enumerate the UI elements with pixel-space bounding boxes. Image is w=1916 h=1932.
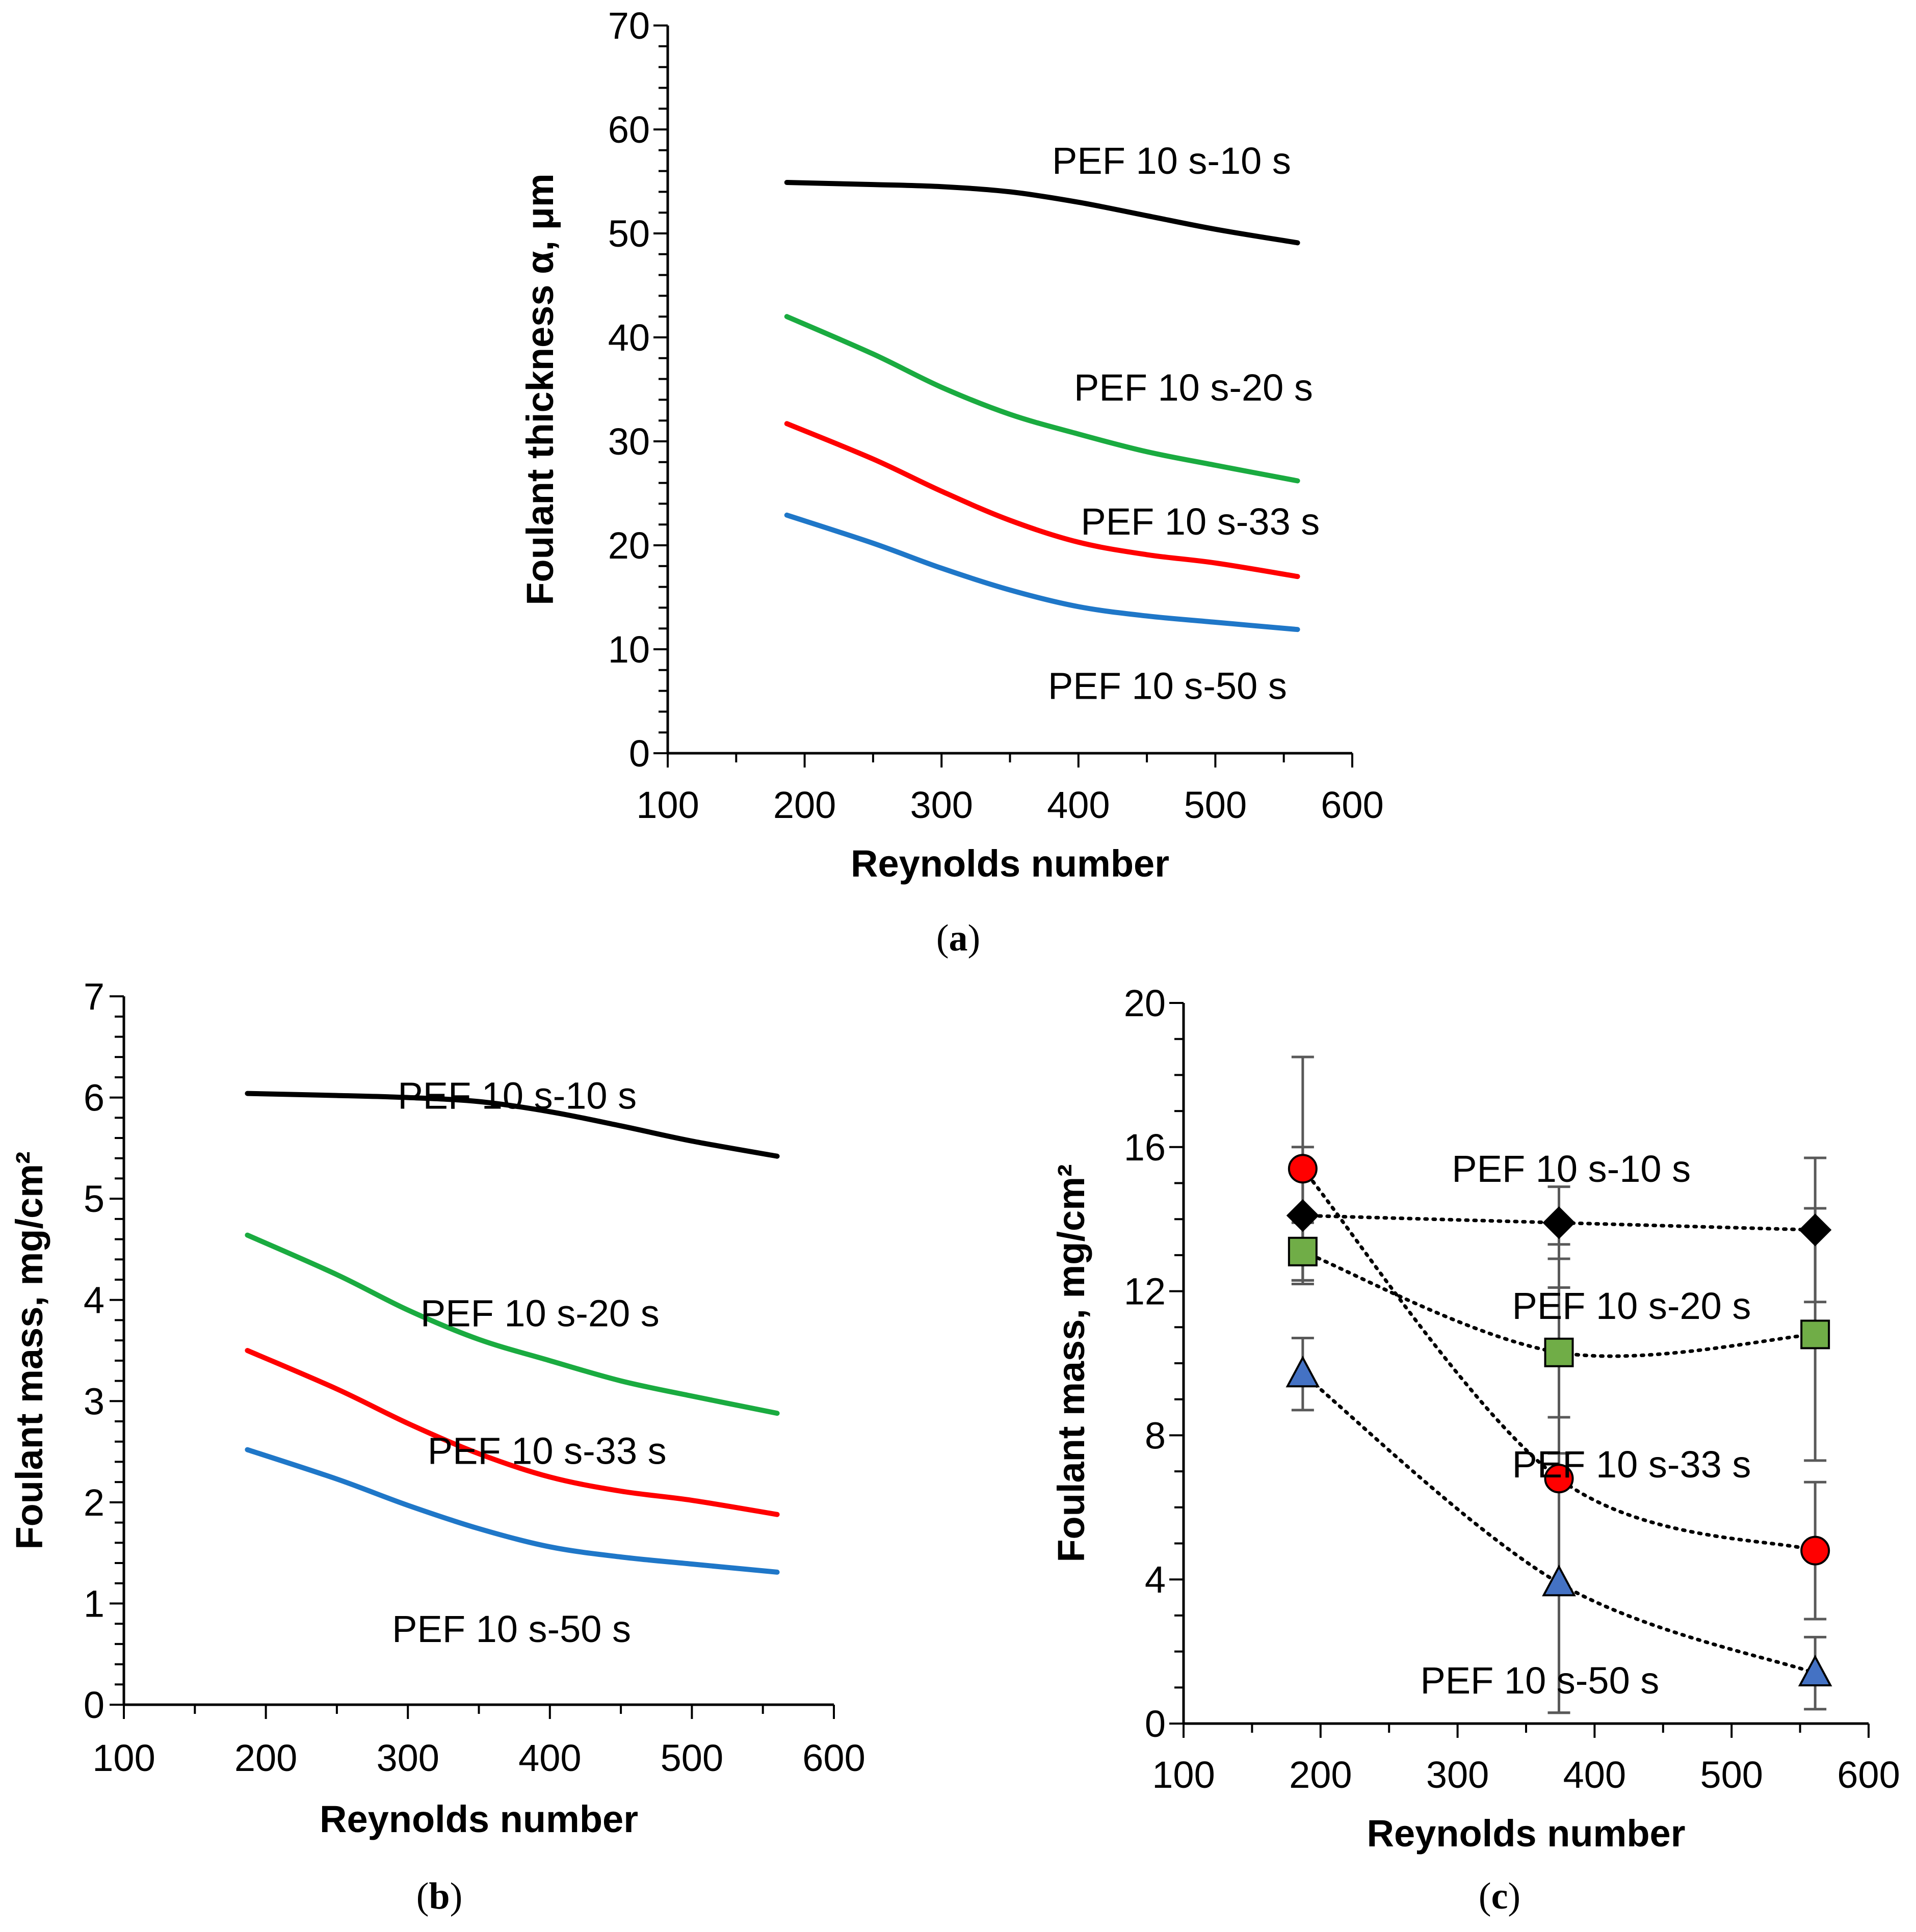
chart-panel-b: 100 200 300 400 500 600 0 1 2 3 4 5 6 7 Reynolds numbe… — [8, 975, 865, 1917]
series-label: PEF 10 s-10 s — [1052, 140, 1291, 182]
y-tick-label: 1 — [84, 1582, 104, 1625]
series-connector — [1301, 1167, 1817, 1553]
data-point-square — [1800, 1319, 1830, 1349]
y-axis-title: Foulant thickness α, μm — [519, 173, 561, 605]
series-label: PEF 10 s-33 s — [1512, 1443, 1751, 1486]
x-tick-label: 300 — [376, 1737, 439, 1779]
series-label: PEF 10 s-20 s — [1512, 1285, 1751, 1327]
y-tick-label: 70 — [608, 5, 650, 47]
series-line — [784, 421, 1300, 579]
y-tick-label: 30 — [608, 420, 650, 463]
data-point-diamond — [1799, 1213, 1832, 1247]
caption-close: ) — [968, 917, 981, 959]
y-tick-label: 60 — [608, 109, 650, 151]
x-axis-title: Reynolds number — [320, 1798, 638, 1840]
data-point-circle — [1800, 1536, 1830, 1566]
caption-letter: a — [949, 917, 968, 959]
y-tick-label: 0 — [84, 1684, 104, 1726]
caption-close: ) — [450, 1875, 463, 1917]
y-tick-label: 0 — [629, 732, 650, 775]
x-tick-label: 400 — [1047, 784, 1110, 826]
data-point-triangle — [1798, 1654, 1832, 1687]
series-label: PEF 10 s-10 s — [1452, 1148, 1691, 1190]
series-line — [245, 1447, 780, 1575]
series-connector — [1301, 1372, 1817, 1675]
series-label: PEF 10 s-33 s — [428, 1430, 667, 1472]
series-label: PEF 10 s-20 s — [421, 1292, 660, 1335]
series-line — [245, 1091, 780, 1159]
x-tick-label: 600 — [1321, 784, 1383, 826]
caption-letter: c — [1491, 1875, 1508, 1917]
x-tick-label: 200 — [773, 784, 836, 826]
x-tick-label: 100 — [92, 1737, 155, 1779]
data-point-triangle — [1285, 1355, 1320, 1388]
caption-letter: b — [429, 1875, 450, 1917]
data-point-triangle — [1542, 1565, 1576, 1597]
x-tick-label: 200 — [1289, 1754, 1352, 1796]
y-tick-label: 0 — [1145, 1703, 1166, 1745]
chart-panel-c: 100 200 300 400 500 600 0 4 8 12 16 20 Reynolds numb… — [1050, 982, 1900, 1917]
caption-close: ) — [1508, 1875, 1520, 1917]
panel-caption: (c) — [1479, 1875, 1520, 1917]
x-tick-label: 100 — [1152, 1754, 1215, 1796]
series-line — [245, 1348, 780, 1517]
x-tick-label: 100 — [636, 784, 699, 826]
data-point-square — [1288, 1236, 1318, 1266]
y-tick-label: 50 — [608, 213, 650, 255]
y-axis-title: Foulant mass, mg/cm² — [1050, 1164, 1092, 1562]
y-tick-label: 6 — [84, 1077, 104, 1119]
x-tick-label: 600 — [802, 1737, 865, 1779]
x-tick-label: 400 — [518, 1737, 581, 1779]
y-tick-label: 4 — [1145, 1558, 1166, 1601]
series-label: PEF 10 s-50 s — [392, 1608, 631, 1650]
y-tick-label: 40 — [608, 316, 650, 359]
x-tick-label: 300 — [910, 784, 973, 826]
chart-panel-a: 100 200 300 400 500 600 0 10 20 30 40 50 60 70 Reynold… — [519, 5, 1384, 959]
y-tick-label: 12 — [1124, 1271, 1166, 1313]
data-point-circle — [1288, 1154, 1318, 1184]
x-tick-label: 500 — [661, 1737, 723, 1779]
series-line — [245, 1232, 780, 1416]
series-line — [784, 180, 1300, 246]
data-point-diamond — [1286, 1199, 1319, 1232]
series-line — [784, 512, 1300, 632]
x-axis-title: Reynolds number — [1367, 1812, 1686, 1855]
x-tick-label: 200 — [234, 1737, 297, 1779]
x-tick-label: 500 — [1184, 784, 1247, 826]
panel-caption: (b) — [416, 1875, 462, 1917]
series-label: PEF 10 s-10 s — [398, 1075, 637, 1117]
x-tick-label: 400 — [1563, 1754, 1626, 1796]
series-label: PEF 10 s-20 s — [1074, 366, 1313, 409]
data-point-diamond — [1542, 1206, 1576, 1239]
caption-open: ( — [1479, 1875, 1491, 1917]
y-tick-label: 5 — [84, 1178, 104, 1220]
x-tick-label: 300 — [1426, 1754, 1489, 1796]
y-tick-label: 4 — [84, 1279, 104, 1321]
series-label: PEF 10 s-50 s — [1420, 1659, 1659, 1702]
series-line — [784, 314, 1300, 484]
y-tick-label: 2 — [84, 1481, 104, 1524]
y-tick-label: 10 — [608, 628, 650, 671]
x-tick-label: 500 — [1700, 1754, 1763, 1796]
y-tick-label: 16 — [1124, 1126, 1166, 1169]
y-axis-title: Foulant mass, mg/cm² — [8, 1151, 50, 1549]
y-tick-label: 20 — [608, 524, 650, 567]
y-tick-label: 20 — [1124, 982, 1166, 1024]
x-axis-title: Reynolds number — [851, 842, 1169, 885]
data-point-circle — [1544, 1464, 1574, 1494]
y-tick-label: 8 — [1145, 1414, 1166, 1457]
series-label: PEF 10 s-50 s — [1048, 665, 1287, 707]
series-label: PEF 10 s-33 s — [1081, 500, 1320, 543]
caption-open: ( — [416, 1875, 429, 1917]
data-point-square — [1544, 1337, 1574, 1367]
panel-caption: (a) — [936, 917, 980, 959]
caption-open: ( — [936, 917, 949, 959]
y-tick-label: 7 — [84, 975, 104, 1018]
x-tick-label: 600 — [1837, 1754, 1900, 1796]
y-tick-label: 3 — [84, 1380, 104, 1422]
